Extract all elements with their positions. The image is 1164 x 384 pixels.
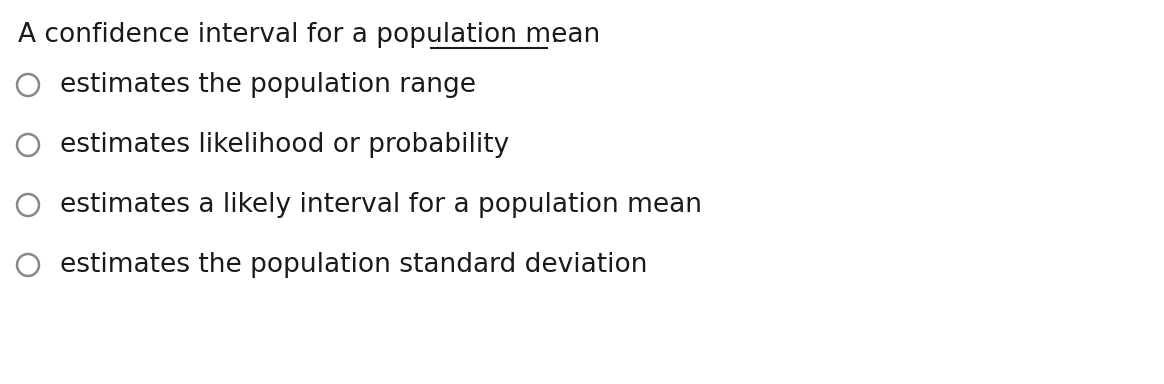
Text: .: . (551, 22, 559, 48)
Text: estimates the population range: estimates the population range (61, 72, 476, 98)
Text: A confidence interval for a population mean: A confidence interval for a population m… (17, 22, 601, 48)
Text: estimates a likely interval for a population mean: estimates a likely interval for a popula… (61, 192, 702, 218)
Text: estimates likelihood or probability: estimates likelihood or probability (61, 132, 510, 158)
Text: estimates the population standard deviation: estimates the population standard deviat… (61, 252, 647, 278)
